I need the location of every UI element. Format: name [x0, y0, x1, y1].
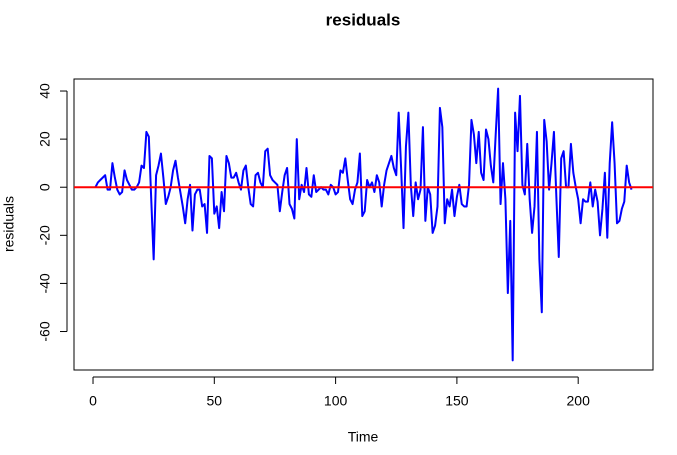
- y-tick-label: -40: [37, 273, 53, 293]
- x-tick-label: 100: [324, 393, 348, 409]
- x-tick-label: 50: [207, 393, 223, 409]
- y-tick-label: -60: [37, 321, 53, 341]
- series-line: [94, 87, 633, 362]
- y-axis-label: residuals: [1, 196, 17, 252]
- y-tick-label: 40: [37, 83, 53, 99]
- x-axis-label: Time: [348, 429, 379, 445]
- plot-box: [73, 78, 654, 371]
- chart-title: residuals: [326, 10, 401, 29]
- x-tick-label: 200: [567, 393, 591, 409]
- y-tick-label: 20: [37, 131, 53, 147]
- y-tick-label: -20: [37, 225, 53, 245]
- x-tick-label: 0: [89, 393, 97, 409]
- x-tick-label: 150: [445, 393, 469, 409]
- y-tick-label: 0: [37, 183, 53, 191]
